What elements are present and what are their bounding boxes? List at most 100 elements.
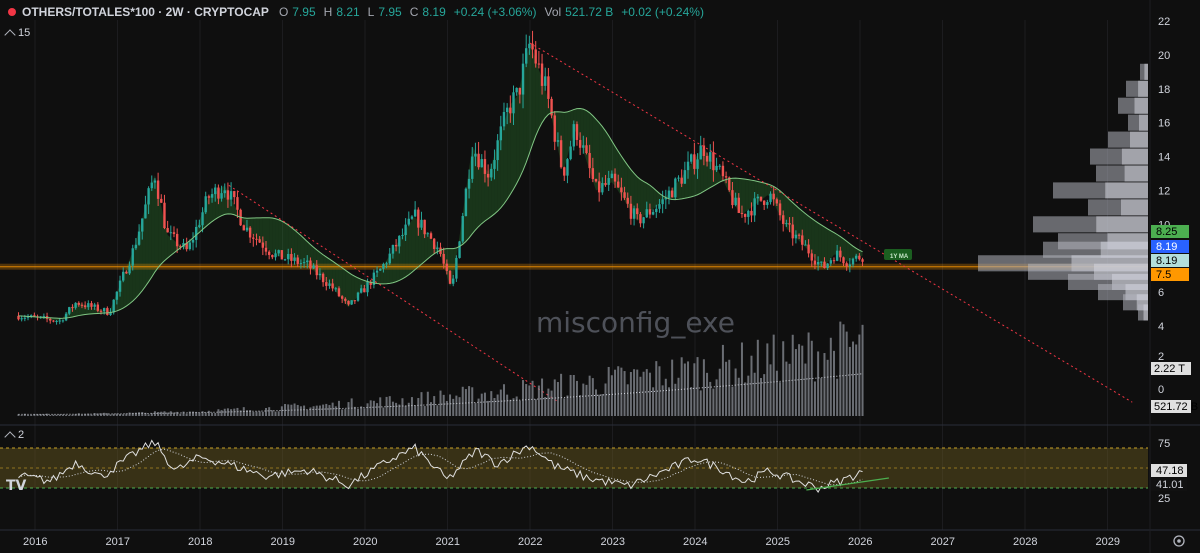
volume-bar: [563, 398, 566, 416]
candle-body: [350, 300, 353, 305]
volume-tick: 0: [1158, 384, 1164, 396]
candle-body: [217, 187, 220, 199]
volume-bar: [230, 409, 233, 416]
candle-body: [258, 239, 261, 243]
volume-bar: [737, 377, 740, 416]
volume-bar: [252, 412, 255, 416]
symbol-title[interactable]: OTHERS/TOTALES*100 · 2W · CRYPTOCAP: [22, 5, 269, 19]
volume-bar: [550, 390, 553, 416]
year-tick: 2028: [1013, 536, 1037, 548]
rsi-tick: 75: [1158, 438, 1170, 450]
volume-bar: [544, 397, 547, 416]
candle-body: [26, 316, 30, 318]
ma-cloud-segment: [795, 205, 800, 241]
rsi-tick: 25: [1158, 493, 1170, 505]
candle-body: [483, 159, 487, 174]
volume-bar: [452, 398, 455, 416]
candle-body: [512, 92, 515, 114]
candle-body: [572, 124, 575, 147]
candle-body: [528, 43, 531, 49]
ma-cloud-segment: [415, 216, 419, 270]
ma-cloud-segment: [608, 135, 612, 184]
candle-body: [293, 257, 296, 261]
candle-body: [90, 303, 93, 307]
volume-bar: [579, 395, 582, 416]
candle-body: [518, 87, 522, 95]
volume-bar: [407, 402, 410, 416]
ma-cloud-segment: [849, 243, 854, 261]
volume-bar: [398, 404, 401, 416]
volume-bar: [433, 396, 436, 416]
volume-bar: [848, 346, 851, 416]
volume-bar: [839, 321, 842, 416]
year-tick: 2027: [931, 536, 955, 548]
ma-cloud-segment: [345, 270, 349, 308]
volume-bar: [157, 412, 160, 416]
rsi-line: [18, 439, 863, 493]
candle-body: [597, 181, 601, 193]
ma-cloud-segment: [319, 252, 324, 280]
candle-body: [743, 213, 747, 217]
candle-body: [125, 271, 128, 274]
candle-body: [366, 281, 369, 293]
rsi-indicators-toggle[interactable]: 2: [4, 429, 24, 443]
ma-cloud-segment: [643, 181, 647, 217]
price-label: 8.19: [1156, 241, 1177, 253]
volume-bar: [417, 398, 420, 416]
ma-cloud-segment: [529, 45, 533, 154]
gear-ring: [1173, 535, 1185, 547]
volume-bar: [480, 393, 483, 416]
volume-bar: [223, 408, 226, 416]
volume-bar: [233, 408, 236, 416]
candle-body: [505, 107, 509, 113]
volume-bar: [258, 411, 261, 416]
volume-bar: [826, 359, 829, 416]
indicators-toggle[interactable]: 15: [4, 27, 30, 41]
volume-bar: [290, 404, 293, 416]
volume-bar: [832, 350, 835, 416]
ma-cloud-segment: [688, 163, 692, 198]
volume-bar: [490, 391, 493, 416]
volume-bar: [775, 370, 778, 416]
candle-body: [23, 317, 27, 319]
candle-body: [287, 253, 290, 260]
settings-gear-icon[interactable]: [1173, 535, 1185, 547]
candle-body: [858, 255, 861, 260]
volume-profile-bar-up: [1138, 80, 1148, 97]
candle-body: [636, 208, 639, 215]
volume-bar: [842, 324, 845, 416]
price-label: 8.25: [1156, 226, 1177, 238]
volume-value: 521.72 B: [565, 5, 614, 19]
ma-cloud-segment: [300, 235, 305, 265]
price-tick: 4: [1158, 321, 1164, 333]
volume-bar: [128, 412, 131, 416]
candle-body: [724, 176, 728, 178]
candle-body: [201, 212, 204, 226]
volume-bar: [798, 344, 801, 416]
volume-bar: [750, 355, 753, 416]
candle-body: [55, 320, 58, 322]
year-tick: 2024: [683, 536, 707, 548]
volume-bar: [49, 414, 52, 416]
candle-body: [407, 218, 410, 225]
candle-body: [61, 320, 65, 322]
ma-cloud-segment: [208, 194, 213, 225]
volume-bar: [760, 378, 762, 416]
ma-cloud-segment: [814, 220, 819, 263]
candle-body: [651, 212, 655, 215]
volume-bar: [439, 390, 442, 416]
volume-bar: [214, 412, 217, 416]
candle-body: [166, 228, 169, 233]
year-tick: 2022: [518, 536, 542, 548]
candle-body: [169, 232, 173, 234]
volume-bar: [331, 402, 334, 416]
candle-body: [832, 260, 836, 262]
volume-bar: [633, 369, 636, 416]
volume-bar: [461, 386, 464, 416]
candle-body: [344, 298, 347, 301]
volume-profile-bar-up: [1105, 182, 1148, 199]
ma-label-box: [884, 249, 912, 260]
volume-bar: [699, 390, 702, 416]
candle-body: [204, 196, 207, 213]
